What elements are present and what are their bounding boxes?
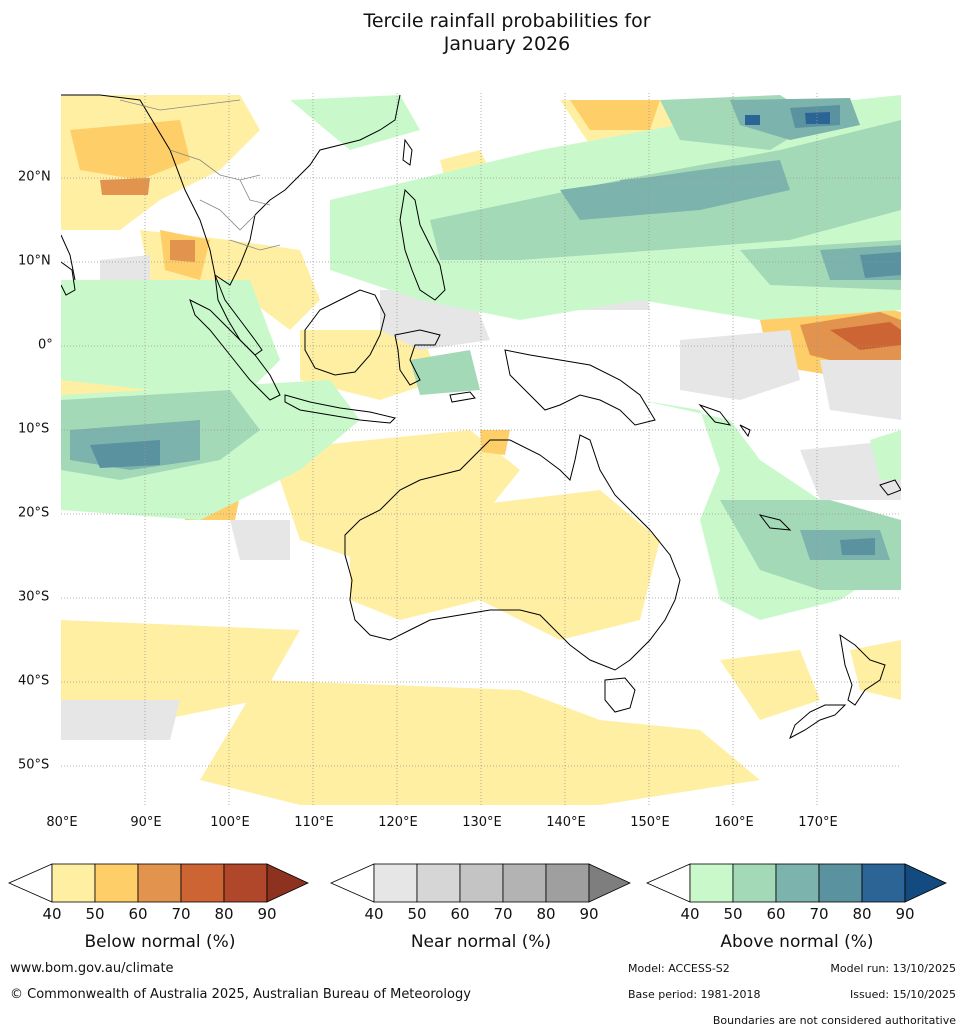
base-period-text: Base period: 1981-2018: [628, 988, 761, 1001]
india-outline: [61, 234, 76, 281]
legend-tick: 50: [407, 905, 427, 923]
disclaimer-text: Boundaries are not considered authoritat…: [712, 1014, 956, 1027]
colorbar-swatch: [861, 863, 906, 903]
colorbar-swatch: [818, 863, 863, 903]
sumatra-outline: [189, 299, 281, 401]
lon-label: 150°E: [630, 815, 670, 830]
asia-mainland-outline: [61, 94, 401, 286]
title-line-2: January 2026: [443, 33, 571, 55]
colorbar-swatch: [545, 863, 590, 903]
colorbar-max-arrow: [266, 863, 309, 903]
legend-tick: 80: [214, 905, 234, 923]
borneo-outline: [304, 289, 386, 376]
legend-tick: 40: [364, 905, 384, 923]
graticule: [61, 93, 901, 805]
legend-below-normal-colorbar: [8, 863, 309, 903]
colorbar-max-arrow: [588, 863, 631, 903]
lon-label: 170°E: [798, 815, 838, 830]
lat-label: 50°S: [18, 757, 50, 773]
colorbar-min-arrow: [330, 863, 375, 903]
lon-label: 120°E: [378, 815, 418, 830]
lat-label: 30°S: [18, 589, 50, 605]
lat-label: 10°N: [18, 253, 51, 269]
copyright-text: © Commonwealth of Australia 2025, Austra…: [10, 987, 471, 1002]
legend-tick: 70: [493, 905, 513, 923]
colorbar-swatch: [689, 863, 734, 903]
colorbar-swatch: [223, 863, 268, 903]
lat-label: 20°N: [18, 169, 51, 185]
sulawesi-outline: [394, 329, 441, 386]
legend-tick: 60: [128, 905, 148, 923]
lon-label: 80°E: [46, 815, 78, 830]
colorbar-min-arrow: [8, 863, 53, 903]
tasmania-outline: [604, 677, 636, 713]
legend-above-normal-label: Above normal (%): [720, 932, 874, 952]
legend-tick: 80: [852, 905, 872, 923]
colorbar-min-arrow: [646, 863, 691, 903]
new-guinea-outline: [504, 349, 656, 426]
title-line-1: Tercile rainfall probabilities for: [363, 10, 651, 32]
colorbar-swatch: [775, 863, 820, 903]
political-borders: [119, 99, 281, 251]
lon-label: 160°E: [714, 815, 754, 830]
lat-label: 20°S: [18, 505, 50, 521]
philippines-outline: [399, 188, 446, 301]
sri-lanka-outline: [61, 261, 76, 296]
map-title: Tercile rainfall probabilities for Janua…: [0, 10, 965, 56]
colorbar-swatch: [732, 863, 777, 903]
lat-label: 10°S: [18, 421, 50, 437]
legend-tick: 40: [680, 905, 700, 923]
legend-tick: 60: [766, 905, 786, 923]
model-text: Model: ACCESS-S2: [628, 962, 730, 975]
model-run-text: Model run: 13/10/2025: [830, 962, 956, 975]
colorbar-swatch: [459, 863, 504, 903]
rainfall-probability-map: [61, 93, 901, 805]
legend-tick: 70: [809, 905, 829, 923]
legend-tick: 40: [42, 905, 62, 923]
colorbar-swatch: [180, 863, 225, 903]
legend-near-normal-label: Near normal (%): [410, 932, 552, 952]
legend-tick: 90: [579, 905, 599, 923]
lat-label: 40°S: [18, 673, 50, 689]
issued-text: Issued: 15/10/2025: [849, 988, 956, 1001]
legend-tick: 50: [723, 905, 743, 923]
lat-label: 0°: [38, 337, 53, 353]
legend-tick: 90: [257, 905, 277, 923]
taiwan-outline: [402, 138, 413, 166]
australia-outline: [344, 434, 681, 671]
colorbar-swatch: [51, 863, 96, 903]
legend-tick: 60: [450, 905, 470, 923]
java-outline: [284, 394, 396, 424]
legend-tick: 50: [85, 905, 105, 923]
legend-tick: 90: [895, 905, 915, 923]
lon-label: 130°E: [462, 815, 502, 830]
lon-label: 90°E: [130, 815, 162, 830]
colorbar-swatch: [502, 863, 547, 903]
lon-label: 100°E: [210, 815, 250, 830]
colorbar-max-arrow: [904, 863, 947, 903]
new-zealand-north-outline: [839, 633, 886, 706]
new-zealand-south-outline: [789, 704, 847, 740]
website-link[interactable]: www.bom.gov.au/climate: [10, 961, 174, 976]
lon-label: 140°E: [546, 815, 586, 830]
colorbar-swatch: [373, 863, 418, 903]
coastlines: [61, 94, 901, 740]
legend-tick: 80: [536, 905, 556, 923]
legend-near-normal-colorbar: [330, 863, 631, 903]
legend-above-normal-colorbar: [646, 863, 947, 903]
legend-tick: 70: [171, 905, 191, 923]
probability-field: [61, 93, 901, 805]
legend-below-normal-label: Below normal (%): [84, 932, 236, 952]
malay-peninsula-outline: [214, 274, 263, 356]
colorbar-swatch: [416, 863, 461, 903]
colorbar-swatch: [94, 863, 139, 903]
lon-label: 110°E: [294, 815, 334, 830]
colorbar-swatch: [137, 863, 182, 903]
